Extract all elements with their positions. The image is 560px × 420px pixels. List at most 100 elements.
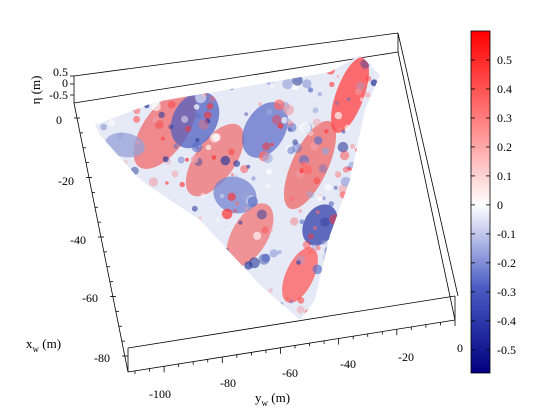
surface-speckle xyxy=(172,210,176,214)
surface-speckle xyxy=(290,217,299,226)
surface-speckle xyxy=(339,150,350,161)
surface-speckle xyxy=(336,75,340,78)
surface-speckle xyxy=(193,261,204,272)
surface-speckle xyxy=(383,57,386,60)
surface-speckle xyxy=(355,220,367,232)
surface-speckle xyxy=(308,130,314,137)
surface-speckle xyxy=(198,119,209,130)
surface-speckle xyxy=(185,295,190,301)
surface-speckle xyxy=(192,303,202,313)
surface-speckle xyxy=(173,282,181,290)
surface-speckle xyxy=(289,299,294,304)
surface-speckle xyxy=(221,208,233,220)
surface-speckle xyxy=(124,96,135,106)
surface-speckle xyxy=(102,199,107,204)
surface-speckle xyxy=(230,173,235,177)
surface-speckle xyxy=(135,140,140,145)
surface-speckle xyxy=(265,58,274,67)
surface-speckle xyxy=(191,205,198,212)
surface-speckle xyxy=(315,210,320,215)
surface-speckle xyxy=(273,99,285,111)
surface-speckle xyxy=(190,155,199,164)
surface-speckle xyxy=(244,112,249,117)
surface-speckle xyxy=(350,143,356,149)
y-axis: -100 -80 -60 -40 -20 0 yw (m) xyxy=(134,320,463,408)
surface-speckle xyxy=(307,87,314,93)
colorbar-tick-label: -0.2 xyxy=(497,256,516,270)
surface-speckle xyxy=(244,206,249,211)
surface-band xyxy=(185,123,245,197)
surface-speckle xyxy=(285,296,290,301)
y-tick-label: 0 xyxy=(457,341,463,355)
surface-speckle xyxy=(356,265,360,270)
surface-speckle xyxy=(144,103,150,109)
surface-speckle xyxy=(203,262,209,268)
surface-speckle xyxy=(112,315,116,319)
surface-speckle xyxy=(282,78,294,90)
surface-speckle xyxy=(162,224,169,231)
surface-speckle xyxy=(300,161,307,168)
surface-speckle xyxy=(251,176,256,181)
surface-speckle xyxy=(261,253,271,263)
y-axis-label-unit: (m) xyxy=(268,390,290,405)
surface-speckle xyxy=(262,153,273,164)
surface-speckle xyxy=(318,296,323,301)
surface-speckle xyxy=(120,170,130,180)
surface-speckle xyxy=(193,298,198,303)
surface-speckle xyxy=(334,100,340,106)
surface-speckle xyxy=(304,309,312,317)
surface-speckle xyxy=(244,310,250,316)
surface-band xyxy=(302,204,338,246)
surface-speckle xyxy=(179,181,185,188)
surface-speckle xyxy=(337,250,345,258)
surface-speckle xyxy=(268,228,273,232)
surface-speckle xyxy=(375,59,380,70)
surface-speckle xyxy=(158,111,165,119)
surface-speckle xyxy=(108,119,115,127)
surface-speckle xyxy=(141,92,146,97)
y-tick-label: -20 xyxy=(398,350,414,364)
surface-speckle xyxy=(135,183,141,190)
surface-speckle xyxy=(171,170,179,178)
colorbar-tick-label: 0.3 xyxy=(497,111,512,125)
surface-speckle xyxy=(100,59,112,70)
surface-speckle xyxy=(308,249,313,255)
surface-speckle xyxy=(240,165,249,174)
surface-speckle xyxy=(96,192,106,203)
surface-speckle xyxy=(205,144,212,151)
y-tick-label: -100 xyxy=(149,387,171,401)
surface-speckle xyxy=(204,118,211,124)
surface-speckle xyxy=(376,247,380,259)
surface-speckle xyxy=(134,177,143,186)
surface-band xyxy=(283,120,337,210)
surface-speckle xyxy=(157,55,166,61)
surface-speckle xyxy=(366,264,373,271)
z-tick-label: 0 xyxy=(62,76,68,90)
surface-speckle xyxy=(297,297,305,304)
surface-speckle xyxy=(370,295,380,306)
surface-speckle xyxy=(232,55,237,60)
surface-speckle xyxy=(362,186,371,195)
surface-speckle xyxy=(143,276,153,286)
surface-speckle xyxy=(352,203,357,208)
surface-speckle xyxy=(302,240,311,249)
surface-speckle xyxy=(206,103,214,110)
surface-speckle xyxy=(195,137,200,143)
surface-speckle xyxy=(121,307,131,317)
surface-speckle xyxy=(121,85,131,94)
surface-speckle xyxy=(376,217,380,223)
surface-speckle xyxy=(302,79,312,89)
frame-bottom-front-2 xyxy=(127,319,456,373)
surface-speckle xyxy=(233,262,241,270)
x-tick-label: -80 xyxy=(94,351,110,365)
surface-band xyxy=(242,102,288,158)
surface-speckle xyxy=(177,302,186,311)
z-axis-label: η (m) xyxy=(28,76,43,105)
surface-speckle xyxy=(182,66,191,75)
surface-speckle xyxy=(347,97,350,101)
surface-speckle xyxy=(269,249,278,258)
surface-speckle xyxy=(123,159,128,165)
surface-speckle xyxy=(339,191,347,199)
surface-speckle xyxy=(156,216,167,227)
surface-speckle xyxy=(342,166,350,173)
